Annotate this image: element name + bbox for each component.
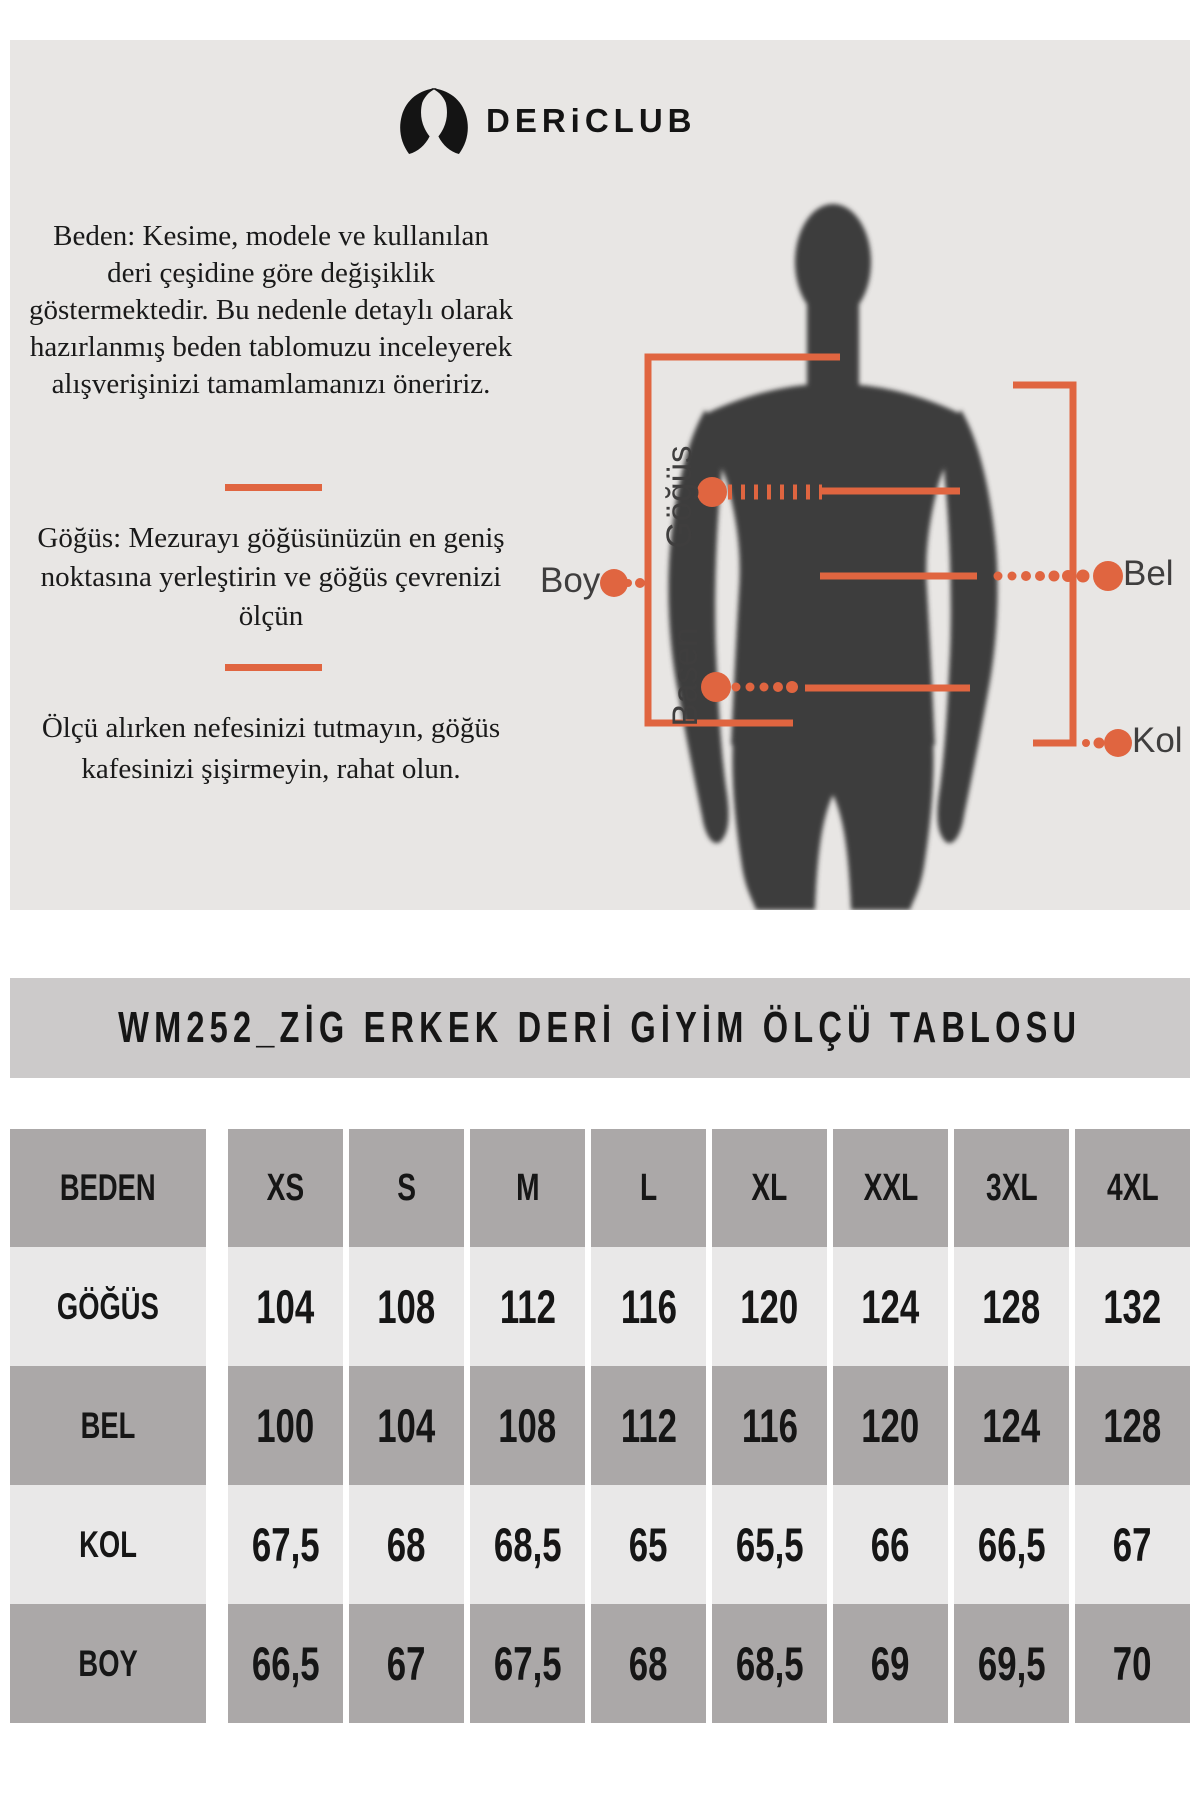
value-cell: 69,5 — [954, 1604, 1069, 1723]
size-table: BEDEN XS S M L XL XXL 3XL 4XL GÖĞÜS 104 … — [10, 1129, 1190, 1723]
value-cell: 70 — [1075, 1604, 1190, 1723]
value-cell: 124 — [954, 1366, 1069, 1485]
row-label-cell: KOL — [10, 1485, 206, 1604]
value-cell: 112 — [470, 1247, 585, 1366]
table-header-row: BEDEN XS S M L XL XXL 3XL 4XL — [10, 1129, 1190, 1247]
value-cell: 132 — [1075, 1247, 1190, 1366]
value-cell: 120 — [712, 1247, 827, 1366]
value-cell: 124 — [833, 1247, 948, 1366]
measurement-dots — [600, 477, 1132, 757]
value-cell: 128 — [954, 1247, 1069, 1366]
table-row-bel: BEL 100 104 108 112 116 120 124 128 — [10, 1366, 1190, 1485]
value-cell: 128 — [1075, 1366, 1190, 1485]
sizing-note-beden: Beden: Kesime, modele ve kullanılan deri… — [29, 220, 513, 400]
value-cell: 116 — [591, 1247, 706, 1366]
value-cell: 67,5 — [470, 1604, 585, 1723]
row-value-cells: 67,5 68 68,5 65 65,5 66 66,5 67 — [228, 1485, 1190, 1604]
table-row-kol: KOL 67,5 68 68,5 65 65,5 66 66,5 67 — [10, 1485, 1190, 1604]
value-cell: 67 — [349, 1604, 464, 1723]
body-measurement-diagram — [600, 204, 1132, 910]
header-size-cells: XS S M L XL XXL 3XL 4XL — [228, 1129, 1190, 1247]
header-cell-beden: BEDEN — [10, 1129, 206, 1247]
value-cell: 67 — [1075, 1485, 1190, 1604]
value-cell: 100 — [228, 1366, 343, 1485]
diagram-label-basen: Basen — [666, 627, 705, 727]
kol-bracket — [1013, 381, 1077, 747]
header-cell: XL — [712, 1129, 827, 1247]
value-cell: 68,5 — [712, 1604, 827, 1723]
value-cell: 108 — [470, 1366, 585, 1485]
sizing-note-gogus: Göğüs: Mezurayı göğüsünüzün en geniş nok… — [37, 522, 505, 632]
row-value-cells: 100 104 108 112 116 120 124 128 — [228, 1366, 1190, 1485]
row-value-cells: 66,5 67 67,5 68 68,5 69 69,5 70 — [228, 1604, 1190, 1723]
header-cell: L — [591, 1129, 706, 1247]
value-cell: 68,5 — [470, 1485, 585, 1604]
value-cell: 104 — [349, 1366, 464, 1485]
row-label-cell: GÖĞÜS — [10, 1247, 206, 1366]
header-cell: 4XL — [1075, 1129, 1190, 1247]
header-cell: XS — [228, 1129, 343, 1247]
brand-logo-icon — [400, 88, 468, 154]
diagram-label-boy: Boy — [540, 561, 601, 600]
diagram-label-bel: Bel — [1123, 554, 1174, 593]
value-cell: 65 — [591, 1485, 706, 1604]
boy-bracket — [644, 353, 840, 727]
sizing-note-relax: Ölçü alırken nefesinizi tutmayın, göğüs … — [41, 712, 501, 785]
header-cell: S — [349, 1129, 464, 1247]
value-cell: 69 — [833, 1604, 948, 1723]
section-divider — [225, 484, 322, 491]
table-row-boy: BOY 66,5 67 67,5 68 68,5 69 69,5 70 — [10, 1604, 1190, 1723]
diagram-label-gogus: Göğüs — [660, 445, 699, 549]
section-divider — [225, 664, 322, 671]
value-cell: 66,5 — [954, 1485, 1069, 1604]
table-row-gogus: GÖĞÜS 104 108 112 116 120 124 128 132 — [10, 1247, 1190, 1366]
value-cell: 67,5 — [228, 1485, 343, 1604]
value-cell: 104 — [228, 1247, 343, 1366]
value-cell: 112 — [591, 1366, 706, 1485]
table-title-banner: WM252_ZİG ERKEK DERİ GİYİM ÖLÇÜ TABLOSU — [10, 978, 1190, 1078]
value-cell: 68 — [591, 1604, 706, 1723]
header-cell: 3XL — [954, 1129, 1069, 1247]
measurement-info-panel: DERiCLUB Beden: Kesime, modele ve kullan… — [10, 40, 1190, 910]
row-label-cell: BEL — [10, 1366, 206, 1485]
value-cell: 66 — [833, 1485, 948, 1604]
brand-logo: DERiCLUB — [396, 86, 697, 156]
row-value-cells: 104 108 112 116 120 124 128 132 — [228, 1247, 1190, 1366]
row-label-cell: BOY — [10, 1604, 206, 1723]
value-cell: 65,5 — [712, 1485, 827, 1604]
brand-logo-text: DERiCLUB — [486, 102, 697, 139]
measurement-lines — [644, 353, 1077, 747]
male-silhouette — [668, 204, 998, 910]
value-cell: 66,5 — [228, 1604, 343, 1723]
value-cell: 68 — [349, 1485, 464, 1604]
table-title: WM252_ZİG ERKEK DERİ GİYİM ÖLÇÜ TABLOSU — [118, 1003, 1082, 1052]
value-cell: 116 — [712, 1366, 827, 1485]
diagram-label-kol: Kol — [1132, 721, 1183, 760]
header-cell: M — [470, 1129, 585, 1247]
header-cell: XXL — [833, 1129, 948, 1247]
value-cell: 120 — [833, 1366, 948, 1485]
value-cell: 108 — [349, 1247, 464, 1366]
